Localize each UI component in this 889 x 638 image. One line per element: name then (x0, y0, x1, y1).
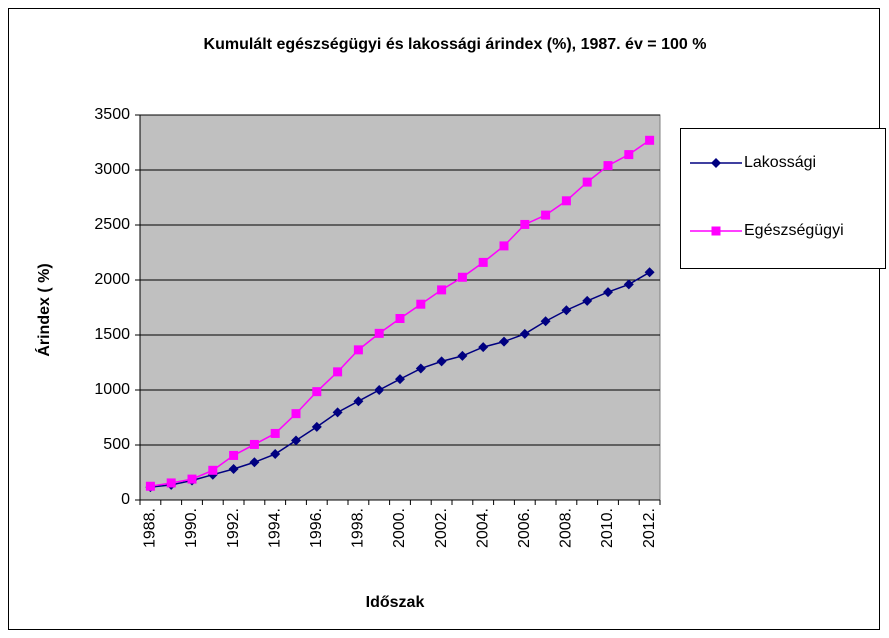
data-point (395, 374, 405, 385)
legend-label: Egészségügyi (744, 222, 844, 239)
data-point (374, 385, 385, 395)
data-point (311, 421, 322, 432)
data-point (437, 285, 447, 295)
data-point (270, 449, 281, 460)
data-point (249, 439, 259, 449)
data-point (312, 387, 322, 397)
x-tick-label: 1992. (225, 508, 242, 548)
data-point (145, 481, 155, 491)
legend (680, 128, 886, 269)
data-point (582, 295, 593, 306)
data-point (229, 450, 239, 460)
y-tick-label: 500 (103, 436, 130, 453)
data-point (353, 396, 364, 407)
data-point (623, 279, 634, 290)
y-tick-label: 3000 (94, 161, 130, 178)
data-point (228, 463, 239, 474)
data-point (436, 356, 447, 367)
data-point (166, 478, 176, 488)
x-tick-label: 2000. (391, 508, 408, 548)
legend-label: Lakossági (744, 154, 816, 171)
data-point (270, 428, 280, 438)
data-point (478, 342, 489, 353)
data-point (187, 474, 197, 484)
x-tick-label: 1988. (142, 508, 159, 548)
data-point (582, 177, 592, 187)
data-point (457, 350, 468, 361)
y-tick-label: 1500 (94, 326, 130, 343)
data-point (561, 305, 572, 316)
data-point (374, 328, 384, 338)
x-tick-label: 2008. (558, 508, 575, 548)
data-point (208, 465, 218, 475)
data-point (291, 409, 301, 419)
data-point (415, 363, 426, 374)
data-point (499, 241, 509, 251)
x-tick-label: 1996. (308, 508, 325, 548)
x-tick-label: 1994. (266, 508, 283, 548)
data-point (332, 407, 343, 418)
x-tick-label: 1998. (350, 508, 367, 548)
plot-area (139, 114, 661, 501)
y-axis-label: Árindex ( %) (34, 263, 53, 356)
data-point (478, 257, 488, 267)
chart-title: Kumulált egészségügyi és lakossági árind… (204, 36, 707, 53)
data-point (561, 196, 571, 206)
data-point (520, 219, 530, 229)
y-tick-label: 0 (121, 491, 130, 508)
x-tick-label: 1990. (183, 508, 200, 548)
legend-marker (711, 226, 721, 236)
y-tick-label: 2500 (94, 216, 130, 233)
x-tick-label: 2010. (599, 508, 616, 548)
data-point (416, 299, 426, 309)
x-tick-label: 2006. (516, 508, 533, 548)
y-tick-label: 1000 (94, 381, 130, 398)
x-tick-label: 2012. (641, 508, 658, 548)
y-tick-label: 3500 (94, 106, 130, 123)
data-point (499, 336, 509, 347)
data-point (395, 314, 405, 323)
data-point (603, 287, 613, 298)
data-point (603, 161, 613, 171)
data-point (519, 328, 530, 339)
data-point (644, 267, 655, 278)
x-tick-label: 2004. (474, 508, 491, 548)
data-point (291, 435, 301, 446)
data-point (624, 150, 634, 160)
x-tick-label: 2002. (433, 508, 450, 548)
data-point (540, 316, 551, 327)
data-point (457, 272, 467, 282)
data-point (333, 367, 343, 377)
data-point (249, 457, 260, 468)
data-point (645, 135, 655, 145)
data-point (353, 345, 363, 355)
data-point (541, 210, 551, 220)
y-tick-label: 2000 (94, 271, 130, 288)
x-axis-label: Időszak (366, 594, 425, 611)
legend-marker (711, 158, 721, 168)
